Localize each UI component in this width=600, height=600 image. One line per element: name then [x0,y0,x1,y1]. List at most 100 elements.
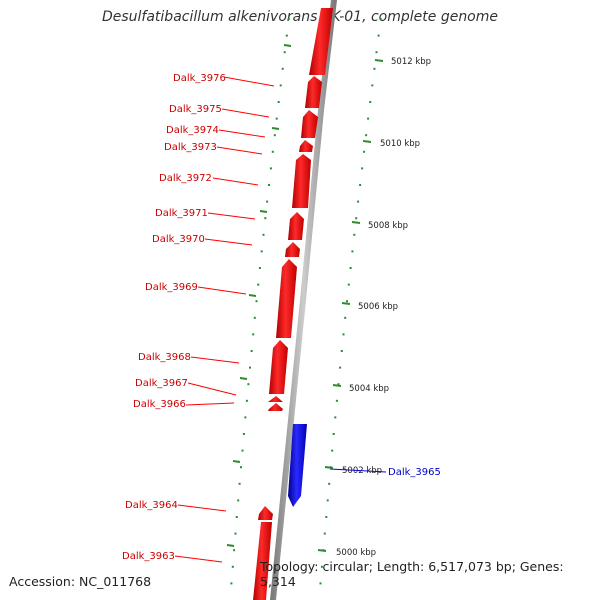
gene-arrow-dalk-3968[interactable] [269,340,288,394]
gene-label-dalk-3963[interactable]: Dalk_3963 [122,551,175,562]
scale-tick-5008: 5008 kbp [368,221,408,231]
gene-arrow-dalk-3971[interactable] [288,212,304,240]
minor-tick [319,582,322,585]
gene-arrow-dalk-3967[interactable] [268,396,283,402]
left-tick-track [230,18,290,585]
scale-tick-5004: 5004 kbp [349,384,389,394]
gene-label-dalk-3974[interactable]: Dalk_3974 [166,125,219,136]
scale-tick-5000: 5000 kbp [336,548,376,558]
gene-labels: Dalk_3976 Dalk_3975 Dalk_3974 Dalk_3973 … [122,73,441,563]
gene-arrow-dalk-3969[interactable] [276,259,297,338]
minor-tick [371,84,374,87]
minor-tick [357,200,360,203]
gene-arrow-dalk-3965[interactable] [288,424,307,507]
minor-tick [355,217,358,220]
minor-tick [247,383,250,386]
gene-arrow-dalk-3966[interactable] [268,403,283,411]
minor-tick [231,565,234,568]
minor-tick [230,582,233,585]
minor-tick [268,184,270,186]
gene-label-dalk-3964[interactable]: Dalk_3964 [125,500,178,511]
map-title: Desulfatibacillum alkenivorans AK-01, co… [101,9,499,25]
minor-tick [249,366,251,369]
gene-label-dalk-3965[interactable]: Dalk_3965 [388,467,441,478]
minor-tick [285,34,288,37]
minor-tick [349,267,352,269]
gene-arrow-dalk-3963[interactable] [253,522,272,600]
minor-tick [363,150,366,153]
minor-tick [335,399,338,402]
minor-tick [287,18,290,20]
minor-tick [257,283,260,286]
minor-tick [334,416,337,419]
gene-arrow-dalk-3975[interactable] [305,76,322,108]
minor-tick [353,233,356,236]
minor-tick [323,532,326,535]
minor-tick [269,167,272,170]
minor-tick [377,34,380,37]
gene-arrow-dalk-3972[interactable] [292,154,311,208]
gene-label-dalk-3970[interactable]: Dalk_3970 [152,234,205,245]
scale-tick-5002: 5002 kbp [342,466,382,476]
minor-tick [260,250,263,253]
accession-text: Accession: NC_011768 [9,574,152,589]
gene-label-dalk-3971[interactable]: Dalk_3971 [155,208,208,219]
minor-tick [271,150,274,153]
minor-tick [328,482,331,485]
minor-tick [365,134,368,137]
minor-tick [379,18,382,20]
minor-tick [283,51,286,54]
gene-label-dalk-3973[interactable]: Dalk_3973 [164,142,217,153]
minor-tick [258,267,261,269]
minor-tick [373,67,376,70]
minor-tick [369,101,372,103]
minor-tick [238,482,241,485]
gene-arrow-dalk-3976[interactable] [309,8,333,75]
minor-tick [250,350,253,352]
minor-tick [326,499,329,502]
gene-label-dalk-3972[interactable]: Dalk_3972 [159,173,212,184]
minor-tick [237,499,240,502]
scale-tick-5010: 5010 kbp [380,139,420,149]
minor-tick [279,84,282,87]
minor-tick [241,449,244,452]
minor-tick [325,516,328,518]
gene-label-dalk-3969[interactable]: Dalk_3969 [145,282,198,293]
gene-label-dalk-3975[interactable]: Dalk_3975 [169,104,222,115]
minor-tick [339,366,342,369]
minor-tick [273,134,276,137]
gene-arrow-dalk-3970[interactable] [285,242,300,257]
scale-tick-5012: 5012 kbp [391,57,431,67]
minor-tick [252,333,255,336]
gene-label-dalk-3966[interactable]: Dalk_3966 [133,399,186,410]
minor-tick [331,449,334,452]
gene-arrow-dalk-3974[interactable] [301,110,318,138]
minor-tick [255,300,258,303]
minor-tick [262,233,265,236]
gene-arrow-dalk-3964[interactable] [258,506,273,520]
minor-tick [375,51,378,54]
minor-tick [344,316,347,319]
minor-tick [346,300,348,303]
minor-tick [361,167,364,170]
minor-tick [340,350,343,352]
scale-ticks: 5012 kbp 5010 kbp 5008 kbp 5006 kbp 5004… [317,57,431,558]
minor-tick [266,200,269,203]
minor-tick [367,117,370,120]
minor-tick [253,316,256,319]
minor-tick [359,184,362,186]
left-major-ticks [226,44,292,547]
gene-label-dalk-3976[interactable]: Dalk_3976 [173,73,226,84]
minor-tick [240,466,242,469]
topology-text: Topology: circular; Length: 6,517,073 bp… [260,559,564,589]
gene-arrow-dalk-3973[interactable] [299,140,313,152]
gene-label-dalk-3968[interactable]: Dalk_3968 [138,352,191,363]
minor-tick [242,433,245,435]
minor-tick [264,217,267,220]
minor-tick [337,383,340,386]
minor-tick [351,250,354,253]
minor-tick [244,416,247,419]
minor-tick [332,433,335,435]
gene-label-dalk-3967[interactable]: Dalk_3967 [135,378,188,389]
minor-tick [277,101,280,103]
